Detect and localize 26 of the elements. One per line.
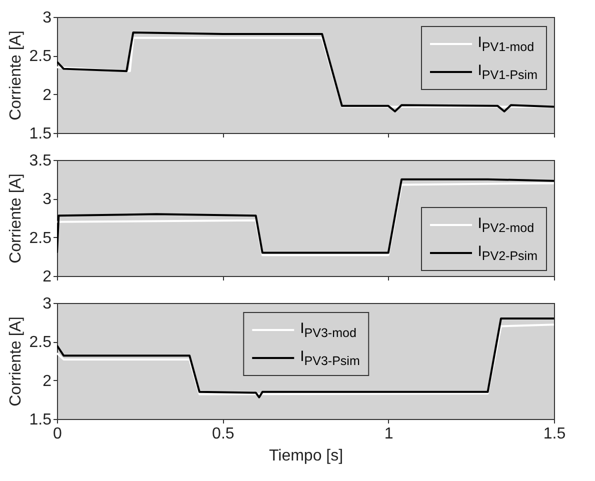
legend-label: I$_{PV3-Psim}$ [300,348,360,368]
y-tick-label: 2 [42,372,52,390]
x-axis-title: Tiempo [s] [268,448,344,464]
y-tick-label: 2.5 [29,334,52,352]
y-tick-label: 2.5 [29,230,52,247]
legend-label: I$_{PV1-mod}$ [478,34,534,54]
legend-label: I$_{PV2-mod}$ [478,214,534,234]
y-tick-label: 1.5 [29,126,52,142]
y-tick-label: 2 [42,86,52,104]
y-axis-title: Corriente [A] [7,316,24,406]
x-tick-label: 1 [384,426,394,442]
legend-label: I$_{PV1-Psim}$ [478,62,538,82]
y-axis-title: Corriente [A] [7,30,24,120]
legend-label: I$_{PV3-mod}$ [300,320,356,340]
y-tick-label: 3.5 [29,152,52,170]
x-tick-label: 0 [53,426,62,442]
x-tick-label: 0.5 [212,426,234,442]
y-tick-label: 2.5 [29,48,52,66]
legend-label: I$_{PV2-Psim}$ [478,242,538,262]
y-axis-title: Corriente [A] [7,174,24,264]
y-tick-label: 3 [42,10,52,26]
y-tick-label: 2 [42,268,52,286]
y-tick-label: 3 [42,296,52,312]
x-tick-label: 1.5 [543,426,566,442]
y-tick-label: 3 [42,191,52,208]
y-tick-label: 1.5 [29,412,52,428]
